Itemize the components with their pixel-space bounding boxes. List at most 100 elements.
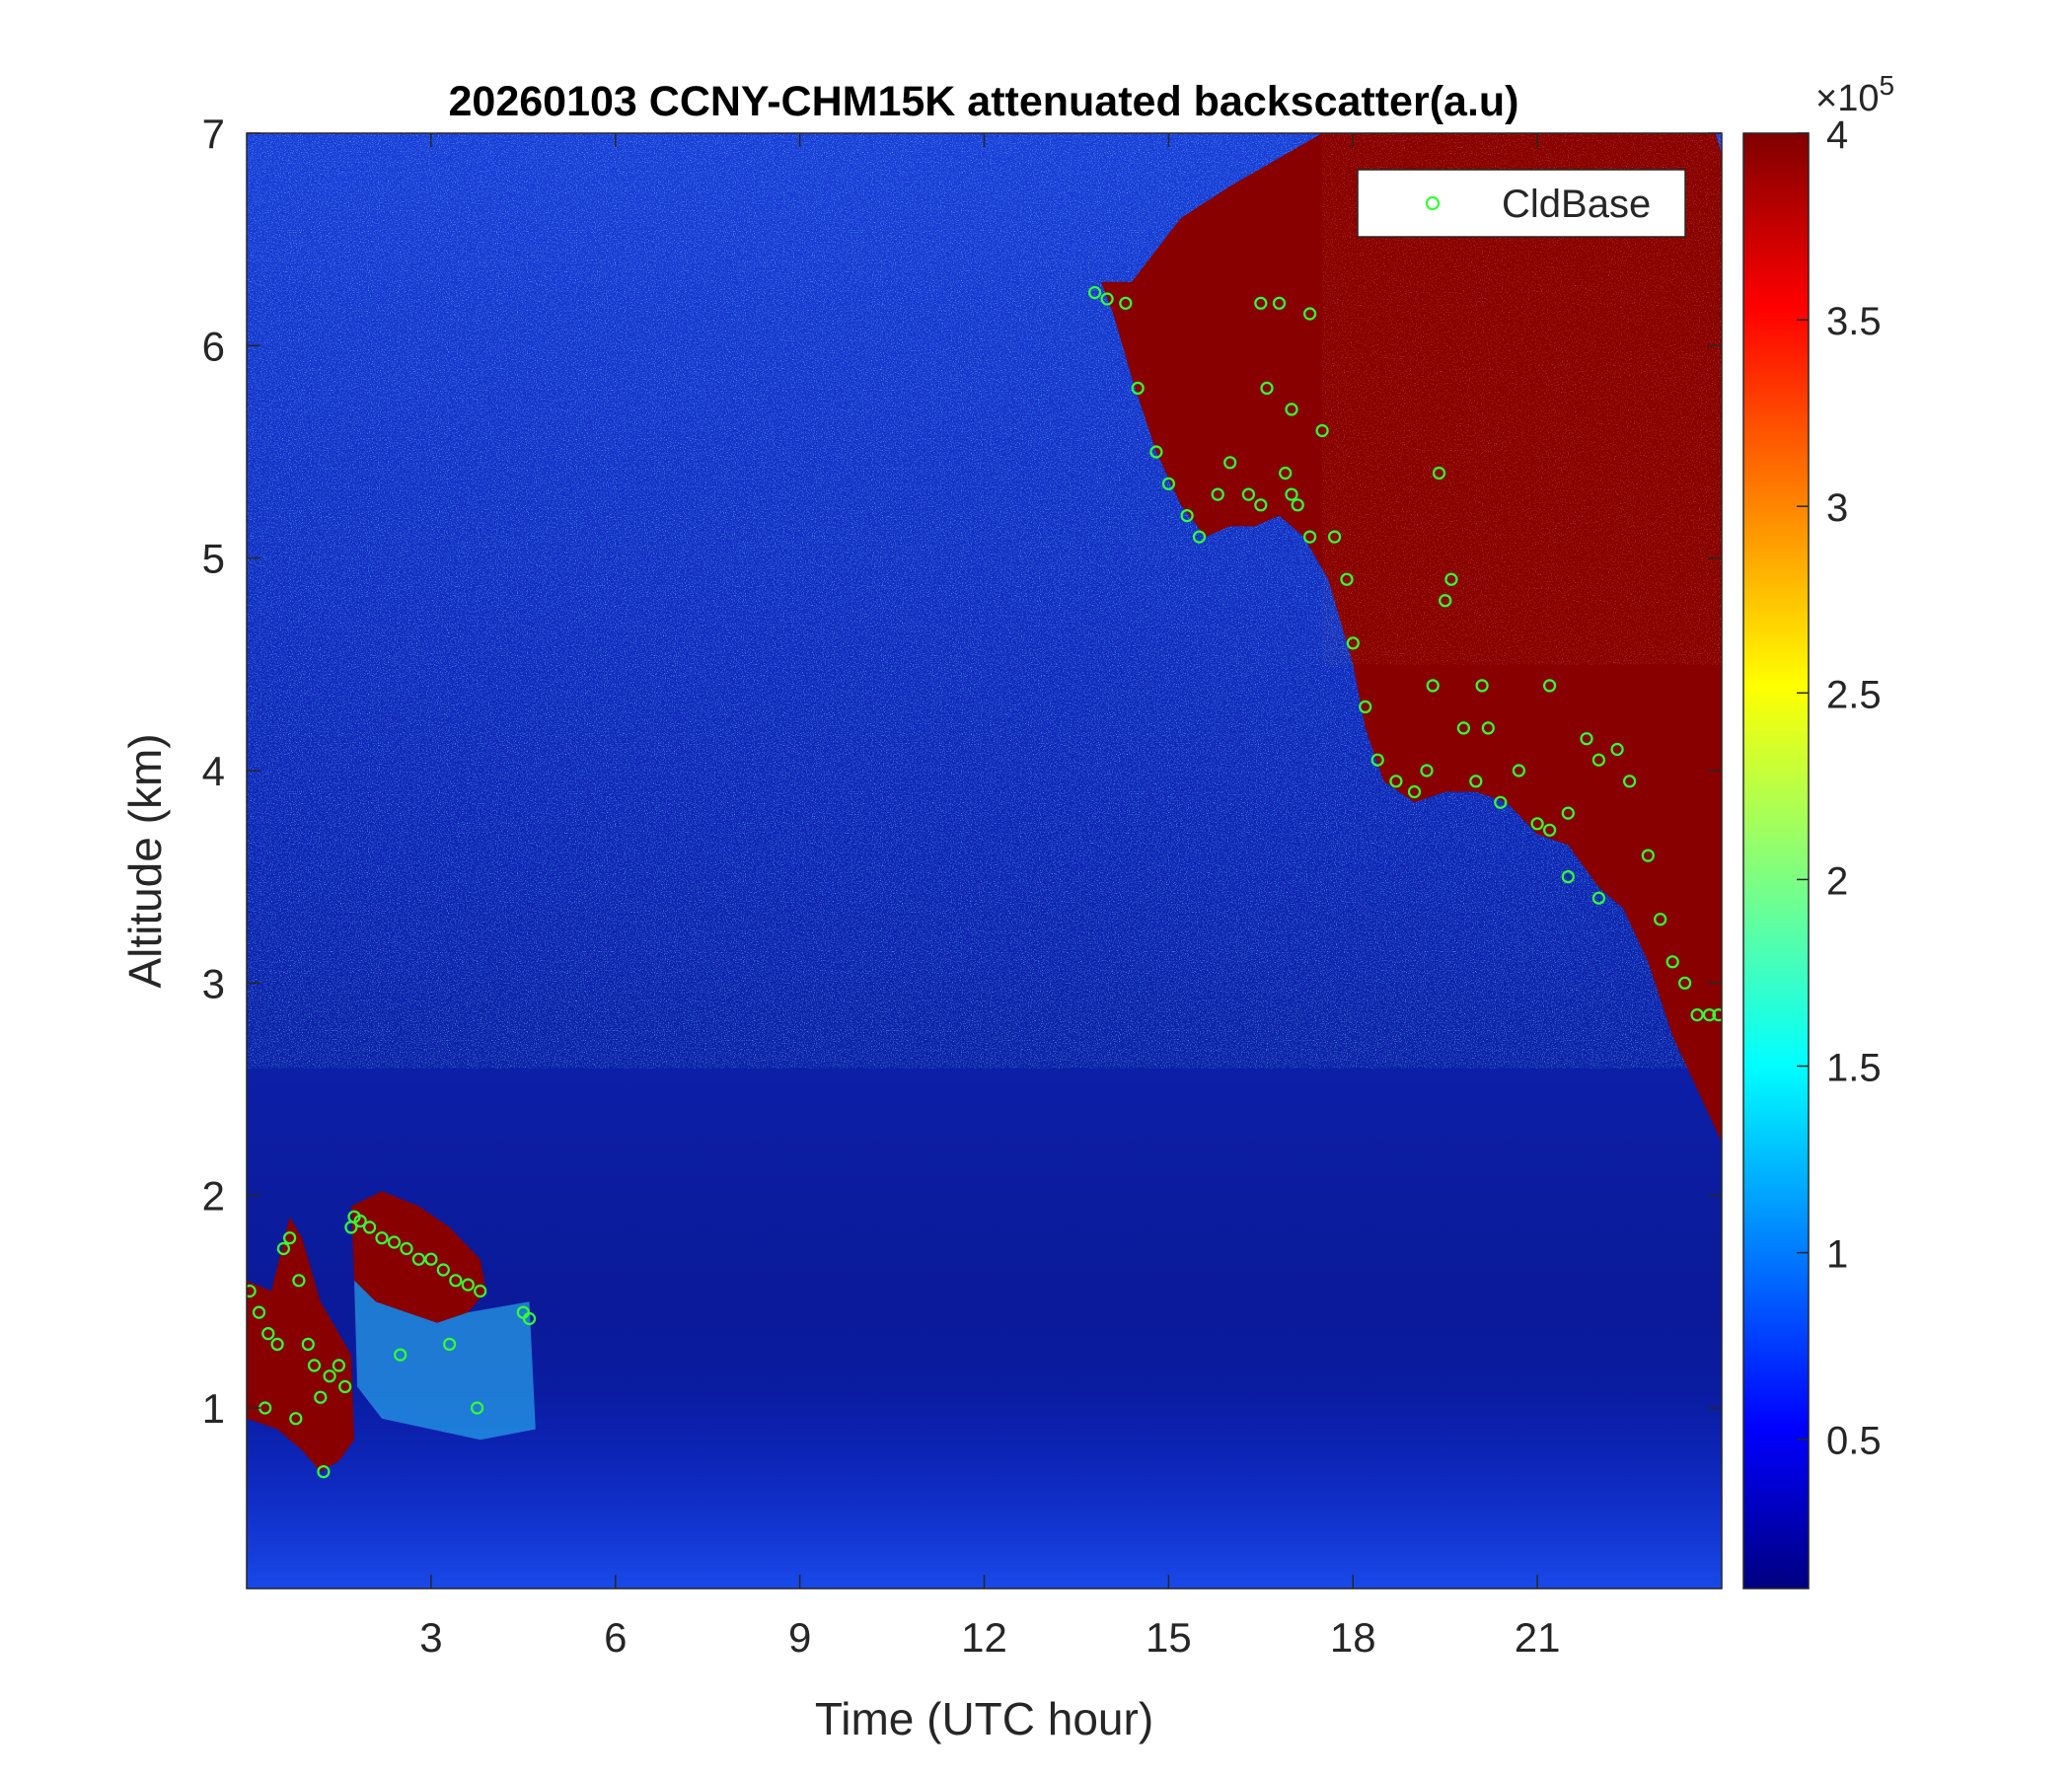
cldbase-point [1192,530,1207,544]
cldbase-point [1677,976,1692,990]
cldbase-point [1100,292,1114,306]
cldbase-point [252,1305,266,1319]
x-axis-label: Time (UTC hour) [815,1693,1153,1744]
plot-area [247,133,1722,1589]
cldbase-point [1561,806,1575,820]
cldbase-point [1456,721,1471,735]
legend: CldBase [1357,169,1686,238]
cldbase-point [1272,296,1287,310]
colorbar-exponent: ×105 [1815,70,1894,119]
x-tick-label: 12 [961,1614,1007,1661]
cldbase-point [394,1348,407,1362]
cldbase-point [353,1214,367,1228]
cldbase-point [1285,403,1298,416]
legend-label: CldBase [1502,183,1651,226]
cldbase-point [1481,721,1495,735]
cldbase-point [1432,466,1446,481]
cldbase-point [1426,679,1440,693]
cldbase-point [1279,466,1293,481]
cldbase-point [1439,594,1452,608]
y-tick-label: 3 [202,960,225,1006]
cldbase-point [1131,381,1145,395]
cldbase-point [332,1359,345,1372]
cldbase-point [443,1337,457,1352]
colorbar: 0.5 1 1.5 2 2.5 3 3.5 4×105 [1742,70,1894,1590]
cldbase-point [1260,381,1274,395]
cldbase-point [1211,487,1224,501]
cldbase-point [375,1231,389,1245]
cldbase-point [1591,891,1606,905]
cldbase-point [1149,445,1163,459]
cldbase-point [292,1274,306,1288]
low-cloud-fringe [354,1280,536,1441]
cldbase-point [436,1263,450,1277]
cldbase-point [1254,296,1268,310]
cldbase-point [411,1252,425,1266]
cldbase-point [261,1326,275,1341]
cldbase-point [307,1359,322,1372]
cldbase-point [301,1337,315,1352]
cldbase-point [1340,572,1354,586]
y-tick-label: 7 [202,111,225,157]
cldbase-point [1494,795,1508,809]
y-axis: 1 2 3 4 5 6 7 [202,111,1722,1432]
colorbar-tick-label: 3 [1826,486,1848,530]
cldbase-point [314,1390,328,1404]
cldbase-point [522,1311,537,1326]
cldbase-point [1180,508,1194,523]
cldbase-point [1591,753,1606,767]
cldbase-point [387,1235,402,1249]
cldbase-point [1407,784,1422,799]
cldbase-point [474,1284,487,1298]
cldbase-point [1654,913,1667,926]
y-tick-label: 2 [202,1173,225,1220]
legend-marker [1425,195,1441,211]
cldbase-point [338,1379,352,1394]
cldbase-point [317,1464,331,1479]
cldbase-markers [247,285,1722,1479]
y-tick-label: 4 [202,748,225,794]
cldbase-point [1542,823,1557,837]
cldbase-point [1665,955,1679,969]
cldbase-point [1512,764,1526,777]
cldbase-point [1161,477,1176,490]
x-tick-label: 15 [1146,1614,1192,1661]
cldbase-point [1327,530,1342,544]
y-tick-label: 6 [202,323,225,369]
cldbase-point [1302,307,1317,321]
low-cloud-region-1 [247,1217,354,1472]
cldbase-point [1444,572,1458,586]
cldbase-point [1690,1007,1704,1022]
cldbase-point [1359,700,1372,714]
colorbar-tick-label: 2 [1826,859,1848,903]
colorbar-gradient [1742,132,1810,1590]
cldbase-point [1712,1008,1722,1022]
cldbase-point [1542,679,1557,693]
cldbase-point [1370,753,1384,767]
cldbase-point [276,1241,290,1256]
cldbase-point [1641,849,1655,862]
cldbase-point [247,1284,257,1298]
cldbase-point [323,1369,336,1383]
cldbase-point [289,1412,303,1426]
cldbase-point [471,1401,484,1415]
cldbase-point [1469,775,1483,788]
colorbar-tick-label: 0.5 [1826,1420,1882,1463]
x-tick-label: 6 [604,1614,627,1661]
colorbar-tick-label: 2.5 [1826,673,1882,716]
cldbase-point [449,1274,463,1288]
cldbase-point [400,1241,413,1256]
colorbar-tick-label: 4 [1826,113,1848,157]
cldbase-point [1223,456,1237,470]
colorbar-tick-label: 3.5 [1826,300,1882,343]
x-tick-label: 3 [419,1614,442,1661]
colorbar-tick-label: 1.5 [1826,1047,1882,1090]
cldbase-point [1580,732,1593,746]
cldbase-point [1241,487,1256,501]
cldbase-point [1561,869,1575,884]
cldbase-point [1420,764,1434,777]
cldbase-point [1530,817,1544,831]
cldbase-point [1610,742,1624,757]
x-tick-label: 18 [1330,1614,1376,1661]
